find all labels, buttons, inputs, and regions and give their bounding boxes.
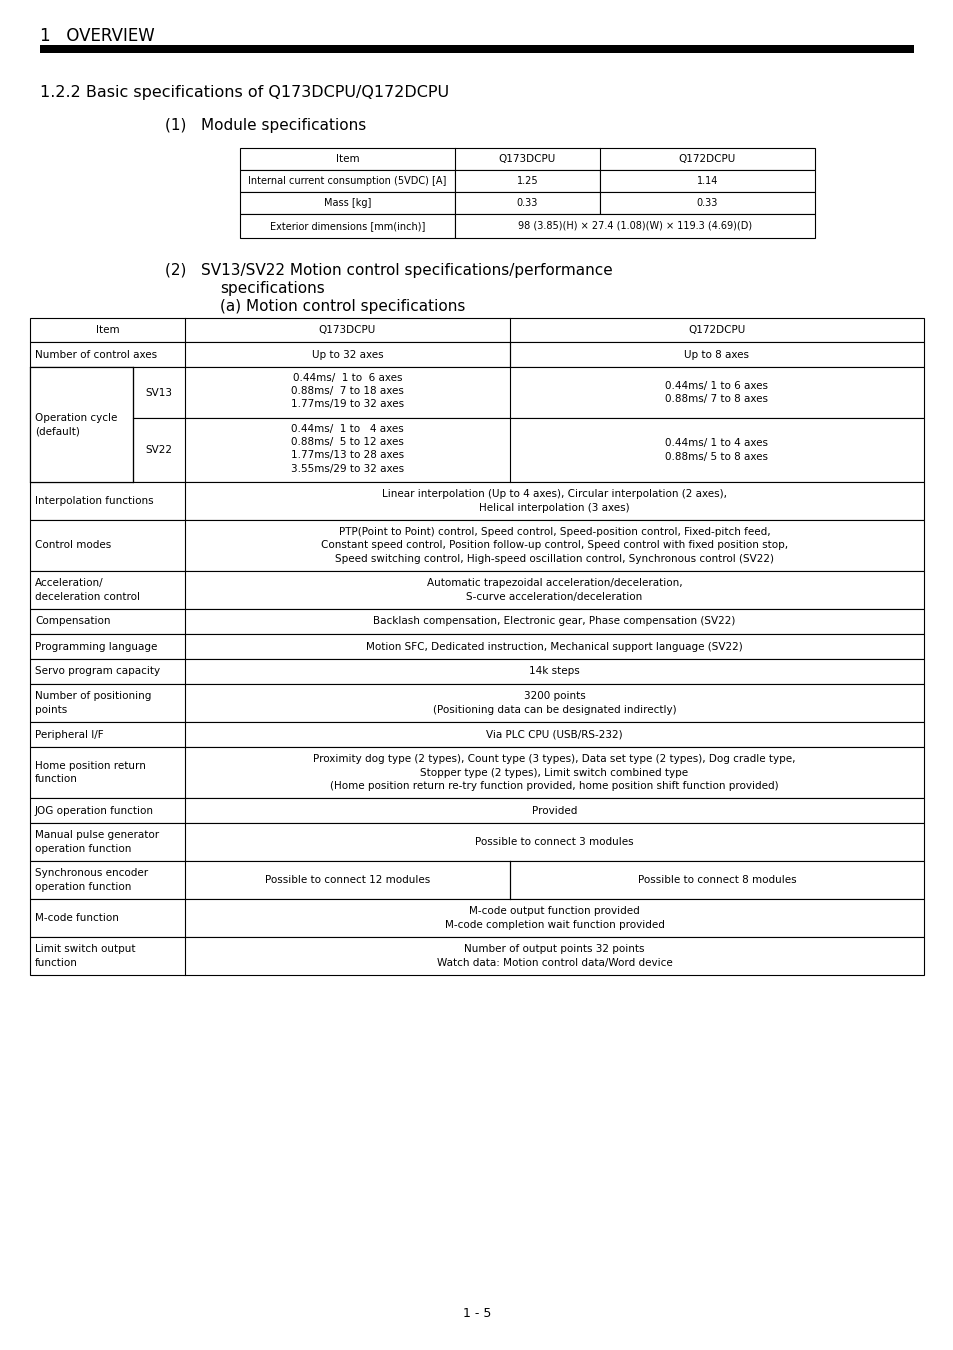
Text: Possible to connect 3 modules: Possible to connect 3 modules xyxy=(475,837,633,846)
Text: 1.2.2 Basic specifications of Q173DCPU/Q172DCPU: 1.2.2 Basic specifications of Q173DCPU/Q… xyxy=(40,85,449,100)
Bar xyxy=(30,634,923,659)
Text: Control modes: Control modes xyxy=(35,540,112,551)
Text: 0.44ms/  1 to  6 axes
0.88ms/  7 to 18 axes
1.77ms/19 to 32 axes: 0.44ms/ 1 to 6 axes 0.88ms/ 7 to 18 axes… xyxy=(291,373,404,409)
Text: SV13: SV13 xyxy=(146,387,172,397)
Text: Mass [kg]: Mass [kg] xyxy=(323,198,371,208)
Text: PTP(Point to Point) control, Speed control, Speed-position control, Fixed-pitch : PTP(Point to Point) control, Speed contr… xyxy=(320,528,787,564)
Text: Q173DCPU: Q173DCPU xyxy=(318,325,375,335)
Text: Manual pulse generator
operation function: Manual pulse generator operation functio… xyxy=(35,830,159,853)
Text: 0.44ms/ 1 to 4 axes
0.88ms/ 5 to 8 axes: 0.44ms/ 1 to 4 axes 0.88ms/ 5 to 8 axes xyxy=(665,439,768,462)
Bar xyxy=(30,418,923,482)
Text: Exterior dimensions [mm(inch)]: Exterior dimensions [mm(inch)] xyxy=(270,221,425,231)
Text: Number of control axes: Number of control axes xyxy=(35,350,157,359)
Text: M-code function: M-code function xyxy=(35,913,119,923)
Bar xyxy=(240,170,455,192)
Bar xyxy=(455,170,599,192)
Text: 14k steps: 14k steps xyxy=(529,667,579,676)
Text: 1   OVERVIEW: 1 OVERVIEW xyxy=(40,27,154,45)
Text: 1 - 5: 1 - 5 xyxy=(462,1307,491,1320)
Text: Via PLC CPU (USB/RS-232): Via PLC CPU (USB/RS-232) xyxy=(486,729,622,740)
Bar xyxy=(30,937,923,975)
Bar xyxy=(30,722,923,747)
Text: SV22: SV22 xyxy=(146,446,172,455)
Bar xyxy=(240,215,455,238)
Text: (a) Motion control specifications: (a) Motion control specifications xyxy=(220,298,465,315)
Bar xyxy=(455,192,599,215)
Bar xyxy=(30,342,923,367)
Text: JOG operation function: JOG operation function xyxy=(35,806,153,815)
Text: (1)   Module specifications: (1) Module specifications xyxy=(165,117,366,134)
Text: Possible to connect 8 modules: Possible to connect 8 modules xyxy=(637,875,796,886)
Bar xyxy=(30,520,923,571)
Bar xyxy=(30,319,923,342)
Text: Automatic trapezoidal acceleration/deceleration,
S-curve acceleration/decelerati: Automatic trapezoidal acceleration/decel… xyxy=(426,578,681,602)
Text: Q173DCPU: Q173DCPU xyxy=(498,154,556,163)
Text: Item: Item xyxy=(335,154,359,163)
Text: Compensation: Compensation xyxy=(35,617,111,626)
Bar xyxy=(30,609,923,634)
Text: Programming language: Programming language xyxy=(35,641,157,652)
Text: Number of output points 32 points
Watch data: Motion control data/Word device: Number of output points 32 points Watch … xyxy=(436,945,672,968)
Text: specifications: specifications xyxy=(220,281,324,296)
Text: Peripheral I/F: Peripheral I/F xyxy=(35,729,104,740)
Text: Internal current consumption (5VDC) [A]: Internal current consumption (5VDC) [A] xyxy=(248,176,446,186)
Bar xyxy=(30,684,923,722)
Text: Linear interpolation (Up to 4 axes), Circular interpolation (2 axes),
Helical in: Linear interpolation (Up to 4 axes), Cir… xyxy=(381,490,726,513)
Text: Possible to connect 12 modules: Possible to connect 12 modules xyxy=(265,875,430,886)
Text: 0.44ms/  1 to   4 axes
0.88ms/  5 to 12 axes
1.77ms/13 to 28 axes
3.55ms/29 to 3: 0.44ms/ 1 to 4 axes 0.88ms/ 5 to 12 axes… xyxy=(291,424,404,474)
Text: Acceleration/
deceleration control: Acceleration/ deceleration control xyxy=(35,578,140,602)
Text: 3200 points
(Positioning data can be designated indirectly): 3200 points (Positioning data can be des… xyxy=(433,691,676,714)
Text: 0.44ms/ 1 to 6 axes
0.88ms/ 7 to 8 axes: 0.44ms/ 1 to 6 axes 0.88ms/ 7 to 8 axes xyxy=(665,381,768,404)
Bar xyxy=(30,824,923,861)
Text: Q172DCPU: Q172DCPU xyxy=(688,325,745,335)
Text: 0.33: 0.33 xyxy=(696,198,718,208)
Text: Up to 32 axes: Up to 32 axes xyxy=(312,350,383,359)
Text: Proximity dog type (2 types), Count type (3 types), Data set type (2 types), Dog: Proximity dog type (2 types), Count type… xyxy=(313,755,795,791)
Text: Home position return
function: Home position return function xyxy=(35,761,146,784)
Text: 0.33: 0.33 xyxy=(517,198,537,208)
Bar xyxy=(30,367,923,418)
Text: Operation cycle
(default): Operation cycle (default) xyxy=(35,413,117,436)
Bar xyxy=(30,482,923,520)
Bar xyxy=(30,899,923,937)
Bar xyxy=(240,148,814,170)
Text: M-code output function provided
M-code completion wait function provided: M-code output function provided M-code c… xyxy=(444,906,663,930)
Bar xyxy=(30,571,923,609)
Text: Up to 8 axes: Up to 8 axes xyxy=(684,350,749,359)
Bar xyxy=(455,215,814,238)
Bar xyxy=(240,192,455,215)
Bar xyxy=(30,861,923,899)
Text: Motion SFC, Dedicated instruction, Mechanical support language (SV22): Motion SFC, Dedicated instruction, Mecha… xyxy=(366,641,742,652)
Text: Q172DCPU: Q172DCPU xyxy=(679,154,736,163)
Text: 1.25: 1.25 xyxy=(517,176,537,186)
Text: Servo program capacity: Servo program capacity xyxy=(35,667,160,676)
Text: 98 (3.85)(H) × 27.4 (1.08)(W) × 119.3 (4.69)(D): 98 (3.85)(H) × 27.4 (1.08)(W) × 119.3 (4… xyxy=(517,221,751,231)
Bar xyxy=(599,170,814,192)
Bar xyxy=(30,747,923,798)
Text: Interpolation functions: Interpolation functions xyxy=(35,495,153,506)
Text: Backlash compensation, Electronic gear, Phase compensation (SV22): Backlash compensation, Electronic gear, … xyxy=(373,617,735,626)
Bar xyxy=(599,192,814,215)
Bar xyxy=(30,798,923,823)
Bar xyxy=(30,367,132,482)
Bar xyxy=(30,659,923,684)
Text: Synchronous encoder
operation function: Synchronous encoder operation function xyxy=(35,868,148,891)
Text: (2)   SV13/SV22 Motion control specifications/performance: (2) SV13/SV22 Motion control specificati… xyxy=(165,263,612,278)
Text: 1.14: 1.14 xyxy=(696,176,718,186)
Text: Number of positioning
points: Number of positioning points xyxy=(35,691,152,714)
Bar xyxy=(40,45,913,53)
Text: Provided: Provided xyxy=(531,806,577,815)
Text: Limit switch output
function: Limit switch output function xyxy=(35,945,135,968)
Text: Item: Item xyxy=(95,325,119,335)
